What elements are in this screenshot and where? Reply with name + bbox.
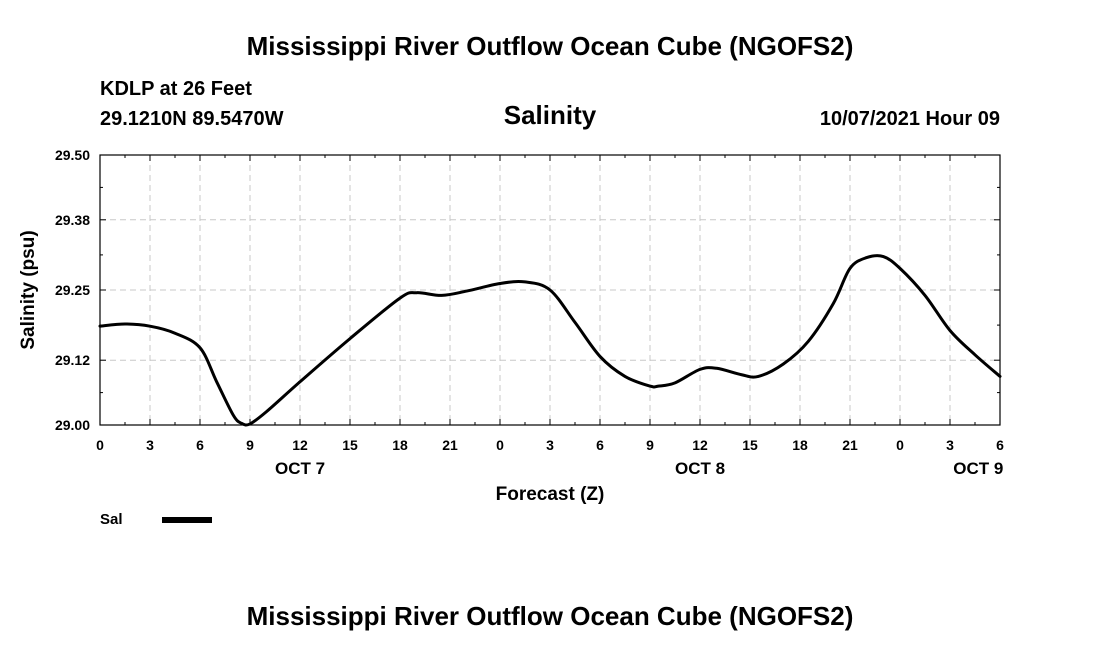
x-tick-label: 3 bbox=[946, 437, 954, 453]
x-tick-label: 3 bbox=[546, 437, 554, 453]
x-tick-label: 9 bbox=[646, 437, 654, 453]
x-tick-label: 15 bbox=[742, 437, 758, 453]
x-tick-label: 0 bbox=[96, 437, 104, 453]
y-axis-label: Salinity (psu) bbox=[18, 230, 39, 349]
footer-title: Mississippi River Outflow Ocean Cube (NG… bbox=[247, 601, 854, 631]
series-line-sal bbox=[98, 254, 1002, 427]
plot-area-frame bbox=[99, 154, 1001, 426]
legend-label: Sal bbox=[100, 511, 123, 528]
tick-labels: 0 3 6 9 12 15 18 21 0 3 6 9 12 15 18 21 0 3 6 29.00 29.12 29.… bbox=[55, 147, 1004, 478]
variable-title: Salinity bbox=[504, 100, 597, 130]
x-tick-label: 21 bbox=[842, 437, 858, 453]
station-coords: 29.1210N 89.5470W bbox=[100, 108, 284, 130]
x-tick-label: 6 bbox=[196, 437, 204, 453]
x-tick-label: 3 bbox=[146, 437, 154, 453]
date-label: OCT 9 bbox=[953, 459, 1003, 478]
x-tick-label: 0 bbox=[896, 437, 904, 453]
y-tick-label: 29.00 bbox=[55, 417, 90, 433]
x-tick-label: 18 bbox=[392, 437, 408, 453]
x-tick-label: 6 bbox=[996, 437, 1004, 453]
x-tick-label: 6 bbox=[596, 437, 604, 453]
station-label: KDLP at 26 Feet bbox=[100, 78, 252, 100]
x-axis-label: Forecast (Z) bbox=[496, 484, 605, 505]
date-label: OCT 7 bbox=[275, 459, 325, 478]
date-label: OCT 8 bbox=[675, 459, 725, 478]
y-tick-label: 29.25 bbox=[55, 282, 90, 298]
x-tick-label: 21 bbox=[442, 437, 458, 453]
y-tick-label: 29.12 bbox=[55, 352, 90, 368]
x-tick-label: 12 bbox=[292, 437, 308, 453]
x-tick-label: 9 bbox=[246, 437, 254, 453]
x-tick-label: 15 bbox=[342, 437, 358, 453]
data-layer bbox=[98, 254, 1002, 427]
y-tick-label: 29.38 bbox=[55, 212, 90, 228]
chart-title: Mississippi River Outflow Ocean Cube (NG… bbox=[247, 31, 854, 61]
x-tick-label: 12 bbox=[692, 437, 708, 453]
grid-lines bbox=[100, 155, 1000, 425]
x-tick-label: 0 bbox=[496, 437, 504, 453]
x-tick-label: 18 bbox=[792, 437, 808, 453]
y-tick-label: 29.50 bbox=[55, 147, 90, 163]
forecast-timestamp: 10/07/2021 Hour 09 bbox=[820, 108, 1000, 130]
